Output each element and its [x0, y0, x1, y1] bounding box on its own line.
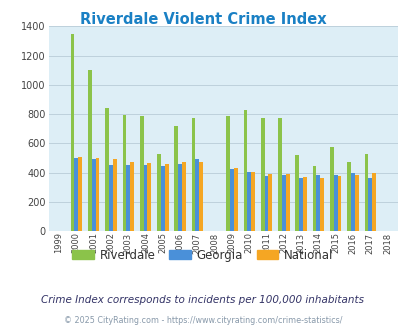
- Bar: [302, 177, 306, 231]
- Bar: [268, 174, 271, 231]
- Bar: [178, 164, 181, 231]
- Bar: [295, 155, 298, 231]
- Bar: [164, 164, 168, 231]
- Bar: [181, 162, 185, 231]
- Bar: [74, 158, 78, 231]
- Bar: [157, 153, 160, 231]
- Bar: [243, 110, 247, 231]
- Bar: [346, 162, 350, 231]
- Bar: [143, 165, 147, 231]
- Bar: [191, 118, 195, 231]
- Bar: [277, 118, 281, 231]
- Bar: [126, 165, 130, 231]
- Bar: [122, 115, 126, 231]
- Bar: [78, 157, 82, 231]
- Bar: [298, 179, 302, 231]
- Bar: [281, 175, 285, 231]
- Bar: [147, 163, 151, 231]
- Bar: [350, 173, 354, 231]
- Text: Crime Index corresponds to incidents per 100,000 inhabitants: Crime Index corresponds to incidents per…: [41, 295, 364, 305]
- Bar: [264, 176, 268, 231]
- Bar: [315, 176, 320, 231]
- Legend: Riverdale, Georgia, National: Riverdale, Georgia, National: [67, 244, 338, 266]
- Bar: [199, 162, 202, 231]
- Bar: [337, 176, 341, 231]
- Bar: [70, 34, 74, 231]
- Bar: [139, 116, 143, 231]
- Bar: [109, 164, 113, 231]
- Bar: [233, 168, 237, 231]
- Bar: [333, 176, 337, 231]
- Bar: [364, 153, 367, 231]
- Bar: [95, 158, 99, 231]
- Bar: [160, 166, 164, 231]
- Bar: [105, 108, 109, 231]
- Bar: [130, 162, 134, 231]
- Bar: [251, 172, 254, 231]
- Bar: [113, 159, 116, 231]
- Bar: [230, 169, 233, 231]
- Bar: [320, 178, 323, 231]
- Bar: [174, 126, 178, 231]
- Bar: [367, 178, 371, 231]
- Bar: [354, 175, 358, 231]
- Bar: [371, 173, 375, 231]
- Text: © 2025 CityRating.com - https://www.cityrating.com/crime-statistics/: © 2025 CityRating.com - https://www.city…: [64, 316, 341, 325]
- Bar: [285, 174, 289, 231]
- Bar: [312, 166, 315, 231]
- Bar: [247, 172, 251, 231]
- Bar: [329, 147, 333, 231]
- Bar: [226, 116, 230, 231]
- Bar: [92, 159, 95, 231]
- Text: Riverdale Violent Crime Index: Riverdale Violent Crime Index: [79, 12, 326, 26]
- Bar: [88, 70, 92, 231]
- Bar: [260, 118, 264, 231]
- Bar: [195, 159, 199, 231]
